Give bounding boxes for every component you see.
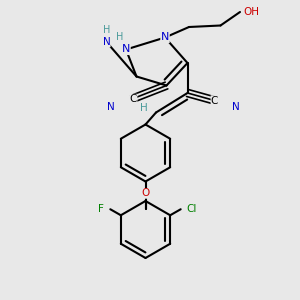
Text: C: C	[130, 94, 137, 104]
Text: F: F	[98, 204, 104, 214]
Text: N: N	[122, 44, 130, 55]
Text: H: H	[103, 25, 110, 35]
Text: Cl: Cl	[187, 204, 197, 214]
Text: N: N	[161, 32, 169, 43]
Text: C: C	[211, 95, 218, 106]
Text: N: N	[103, 37, 110, 47]
Text: N: N	[232, 101, 239, 112]
Text: O: O	[141, 188, 150, 199]
Text: H: H	[116, 32, 124, 43]
Text: N: N	[107, 101, 115, 112]
Text: H: H	[140, 103, 148, 113]
Text: OH: OH	[243, 7, 259, 17]
